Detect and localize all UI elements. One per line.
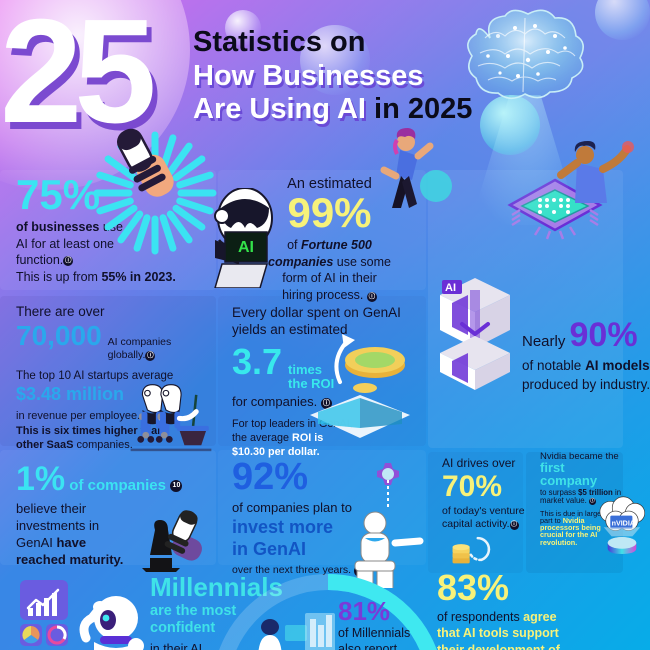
svg-text:nVIDIA: nVIDIA [612,519,635,527]
svg-text:AI: AI [238,239,254,256]
svg-text:AI: AI [445,282,456,294]
